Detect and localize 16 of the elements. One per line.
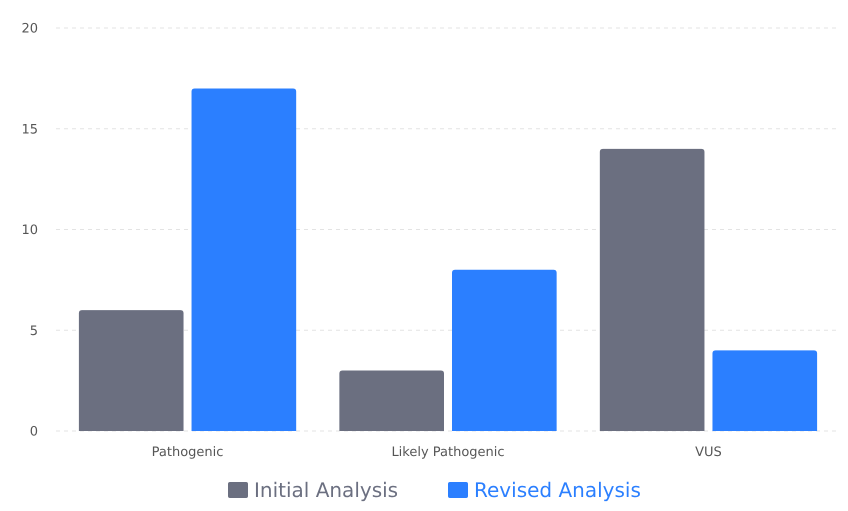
bar: [712, 350, 818, 431]
bar: [339, 370, 444, 431]
y-tick-label: 20: [21, 22, 38, 37]
x-tick-label: VUS: [695, 445, 722, 460]
y-tick-label: 0: [30, 424, 38, 440]
x-tick-label: Likely Pathogenic: [391, 445, 505, 460]
bar: [192, 88, 296, 431]
x-tick-label: Pathogenic: [152, 445, 224, 460]
legend-label: Revised Analysis: [474, 478, 641, 502]
y-tick-label: 10: [21, 223, 38, 238]
legend-label: Initial Analysis: [254, 478, 398, 502]
bar: [452, 270, 557, 431]
bar: [600, 148, 704, 431]
y-tick-label: 5: [30, 324, 38, 339]
bar: [78, 310, 184, 431]
y-tick-label: 15: [21, 122, 38, 138]
